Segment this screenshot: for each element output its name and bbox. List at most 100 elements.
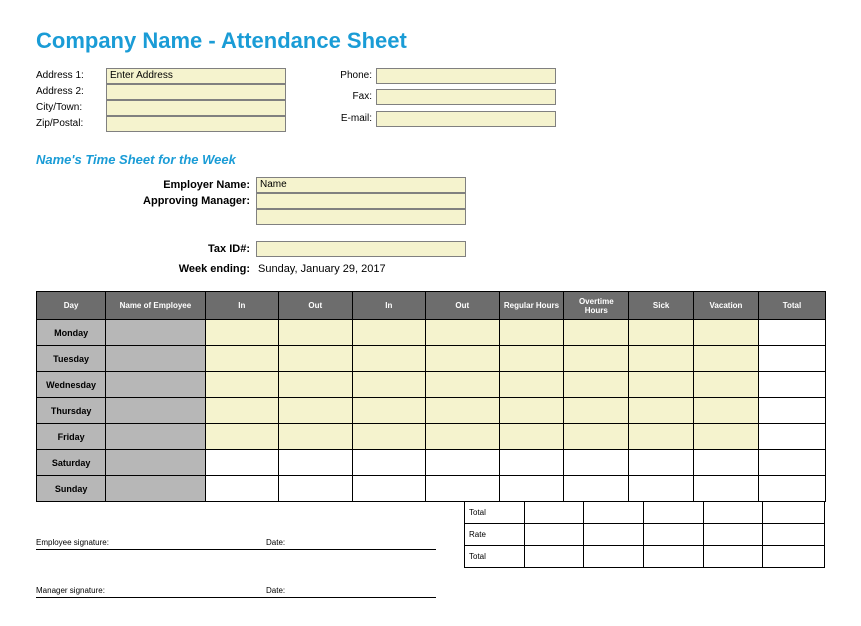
time-cell[interactable] <box>426 320 499 346</box>
time-cell[interactable] <box>279 372 352 398</box>
subtotal-cell[interactable] <box>763 524 825 546</box>
time-cell[interactable] <box>279 320 352 346</box>
time-cell[interactable] <box>694 476 759 502</box>
time-cell[interactable] <box>352 424 425 450</box>
th-total: Total <box>758 292 825 320</box>
subtotal-cell[interactable] <box>584 546 644 568</box>
time-cell[interactable] <box>205 450 278 476</box>
time-cell[interactable] <box>205 476 278 502</box>
approving-manager-field2[interactable] <box>256 209 466 225</box>
time-cell[interactable] <box>426 372 499 398</box>
subtotal-cell[interactable] <box>763 502 825 524</box>
time-cell[interactable] <box>279 346 352 372</box>
time-cell[interactable] <box>564 450 629 476</box>
time-cell[interactable] <box>426 424 499 450</box>
time-cell[interactable] <box>694 346 759 372</box>
name-cell[interactable] <box>106 346 205 372</box>
subtotal-cell[interactable] <box>524 502 584 524</box>
time-cell[interactable] <box>629 320 694 346</box>
time-cell[interactable] <box>499 320 564 346</box>
time-cell[interactable] <box>279 450 352 476</box>
tax-id-label: Tax ID#: <box>36 241 256 257</box>
time-cell[interactable] <box>205 372 278 398</box>
row-total-cell <box>758 450 825 476</box>
time-cell[interactable] <box>694 424 759 450</box>
time-cell[interactable] <box>352 450 425 476</box>
time-cell[interactable] <box>205 424 278 450</box>
time-cell[interactable] <box>694 372 759 398</box>
time-cell[interactable] <box>205 320 278 346</box>
subtotal-cell[interactable] <box>524 546 584 568</box>
time-cell[interactable] <box>629 346 694 372</box>
time-cell[interactable] <box>694 398 759 424</box>
name-cell[interactable] <box>106 372 205 398</box>
time-cell[interactable] <box>629 424 694 450</box>
time-cell[interactable] <box>629 450 694 476</box>
address1-field[interactable]: Enter Address <box>106 68 286 84</box>
fax-field[interactable] <box>376 89 556 105</box>
subtotal-cell[interactable] <box>644 546 704 568</box>
time-cell[interactable] <box>279 424 352 450</box>
name-cell[interactable] <box>106 450 205 476</box>
email-field[interactable] <box>376 111 556 127</box>
phone-label: Phone: <box>326 68 376 89</box>
approving-manager-field[interactable] <box>256 193 466 209</box>
time-cell[interactable] <box>564 476 629 502</box>
subtotal-cell[interactable] <box>584 524 644 546</box>
subtotal-cell[interactable] <box>644 502 704 524</box>
time-cell[interactable] <box>629 372 694 398</box>
time-cell[interactable] <box>499 424 564 450</box>
time-cell[interactable] <box>499 346 564 372</box>
th-out2: Out <box>426 292 499 320</box>
time-cell[interactable] <box>629 398 694 424</box>
subtotal-cell[interactable] <box>703 524 763 546</box>
tax-id-field[interactable] <box>256 241 466 257</box>
time-cell[interactable] <box>205 398 278 424</box>
subtotal-cell[interactable] <box>763 546 825 568</box>
subtotal-table: TotalRateTotal <box>464 501 825 568</box>
time-cell[interactable] <box>205 346 278 372</box>
address2-field[interactable] <box>106 84 286 100</box>
table-row: Thursday <box>37 398 826 424</box>
time-cell[interactable] <box>279 476 352 502</box>
time-cell[interactable] <box>352 398 425 424</box>
time-cell[interactable] <box>352 346 425 372</box>
time-cell[interactable] <box>564 398 629 424</box>
address-block: Address 1: Enter Address Address 2: City… <box>36 68 286 132</box>
time-cell[interactable] <box>279 398 352 424</box>
subtotal-cell[interactable] <box>644 524 704 546</box>
time-cell[interactable] <box>564 424 629 450</box>
time-cell[interactable] <box>499 372 564 398</box>
employer-name-field[interactable]: Name <box>256 177 466 193</box>
subtotal-cell[interactable] <box>703 502 763 524</box>
time-cell[interactable] <box>352 372 425 398</box>
time-cell[interactable] <box>426 450 499 476</box>
time-cell[interactable] <box>564 372 629 398</box>
time-cell[interactable] <box>426 476 499 502</box>
zip-field[interactable] <box>106 116 286 132</box>
manager-signature-date-label: Date: <box>266 586 285 595</box>
time-cell[interactable] <box>694 320 759 346</box>
time-cell[interactable] <box>499 398 564 424</box>
time-cell[interactable] <box>564 320 629 346</box>
subtotal-cell[interactable] <box>703 546 763 568</box>
subtotal-cell[interactable] <box>584 502 644 524</box>
time-cell[interactable] <box>352 476 425 502</box>
fax-label: Fax: <box>326 89 376 110</box>
day-cell: Tuesday <box>37 346 106 372</box>
subtotal-cell[interactable] <box>524 524 584 546</box>
time-cell[interactable] <box>352 320 425 346</box>
time-cell[interactable] <box>426 346 499 372</box>
city-field[interactable] <box>106 100 286 116</box>
name-cell[interactable] <box>106 398 205 424</box>
time-cell[interactable] <box>426 398 499 424</box>
name-cell[interactable] <box>106 320 205 346</box>
time-cell[interactable] <box>499 450 564 476</box>
time-cell[interactable] <box>694 450 759 476</box>
name-cell[interactable] <box>106 476 205 502</box>
name-cell[interactable] <box>106 424 205 450</box>
phone-field[interactable] <box>376 68 556 84</box>
time-cell[interactable] <box>564 346 629 372</box>
time-cell[interactable] <box>499 476 564 502</box>
time-cell[interactable] <box>629 476 694 502</box>
